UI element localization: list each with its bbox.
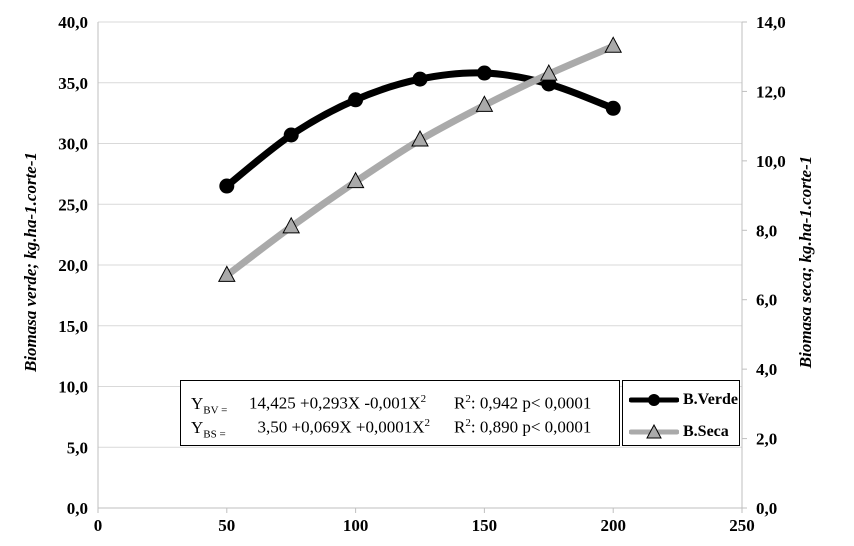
data-point-seca bbox=[539, 64, 558, 81]
x-tick-label: 100 bbox=[343, 516, 369, 535]
data-point-verde bbox=[605, 100, 621, 116]
y2-tick-label: 8,0 bbox=[756, 221, 777, 240]
equation-seca: YBS = 3,50 +0,069X +0,0001X2 R2: 0,890 p<… bbox=[191, 417, 591, 440]
y-tick-label: 30,0 bbox=[58, 135, 88, 154]
data-point-verde bbox=[476, 65, 492, 81]
y2-tick-label: 4,0 bbox=[756, 360, 777, 379]
y-tick-label: 15,0 bbox=[58, 317, 88, 336]
equation-seca-r2: R2: 0,890 p< 0,0001 bbox=[454, 417, 592, 437]
x-tick-label: 0 bbox=[94, 516, 103, 535]
y-tick-label: 25,0 bbox=[58, 195, 88, 214]
y2-tick-label: 12,0 bbox=[756, 82, 786, 101]
data-point-seca bbox=[282, 216, 301, 234]
legend-item-seca: B.Seca bbox=[629, 421, 729, 443]
y2-tick-label: 2,0 bbox=[756, 430, 777, 449]
legend-label-seca: B.Seca bbox=[683, 423, 729, 440]
y2-axis-label: Biomasa seca; kg.ha-1.corte-1 bbox=[796, 156, 815, 369]
equation-verde-y: YBV = bbox=[191, 393, 228, 417]
y-tick-label: 40,0 bbox=[58, 13, 88, 32]
y2-tick-label: 14,0 bbox=[756, 13, 786, 32]
y-tick-label: 5,0 bbox=[67, 438, 88, 457]
axes bbox=[97, 21, 747, 513]
legend-item-verde: B.Verde bbox=[629, 389, 738, 411]
y2-tick-label: 10,0 bbox=[756, 152, 786, 171]
data-point-seca bbox=[475, 95, 494, 112]
y-tick-label: 0,0 bbox=[67, 499, 88, 518]
tick-labels: 0,0 5,0 10,0 15,0 20,0 25,0 30,0 35,0 40,0 0,0 2,0… bbox=[58, 13, 786, 535]
series-line-b-verde bbox=[223, 69, 617, 190]
data-point-seca bbox=[411, 129, 429, 147]
equation-verde-r2: R2: 0,942 p< 0,0001 bbox=[454, 393, 592, 413]
x-tick-label: 200 bbox=[600, 516, 626, 535]
legend-label-verde: B.Verde bbox=[683, 391, 738, 408]
y-axis-label: Biomasa verde; kg.ha-1.corte-1 bbox=[21, 152, 40, 373]
data-point-verde bbox=[348, 92, 364, 108]
data-point-seca bbox=[346, 171, 365, 189]
equation-verde: YBV = 14,425 +0,293X -0,001X2 R2: 0,942 p<… bbox=[191, 393, 591, 416]
regression-equations-box: YBV = 14,425 +0,293X -0,001X2 R2: 0,942 p<… bbox=[180, 380, 620, 446]
equation-seca-y: YBS = bbox=[191, 417, 226, 441]
legend-swatch-seca bbox=[629, 424, 679, 439]
y2-tick-label: 0,0 bbox=[756, 499, 777, 518]
equation-verde-formula: 14,425 +0,293X -0,001X2 bbox=[249, 393, 427, 413]
legend-swatch-verde bbox=[629, 394, 679, 406]
data-point-verde bbox=[412, 71, 428, 87]
y-tick-label: 10,0 bbox=[58, 378, 88, 397]
y-tick-label: 35,0 bbox=[58, 74, 88, 93]
data-point-seca bbox=[217, 265, 236, 282]
data-point-verde bbox=[283, 127, 299, 143]
y2-tick-label: 6,0 bbox=[756, 291, 777, 310]
x-tick-label: 250 bbox=[729, 516, 755, 535]
x-tick-label: 150 bbox=[472, 516, 498, 535]
y-tick-label: 20,0 bbox=[58, 256, 88, 275]
equation-seca-formula: 3,50 +0,069X +0,0001X2 bbox=[249, 417, 430, 437]
series bbox=[217, 36, 623, 282]
legend: B.Verde B.Seca bbox=[622, 380, 740, 446]
x-tick-label: 50 bbox=[218, 516, 235, 535]
data-point-verde bbox=[219, 178, 235, 194]
data-point-seca bbox=[604, 36, 623, 53]
